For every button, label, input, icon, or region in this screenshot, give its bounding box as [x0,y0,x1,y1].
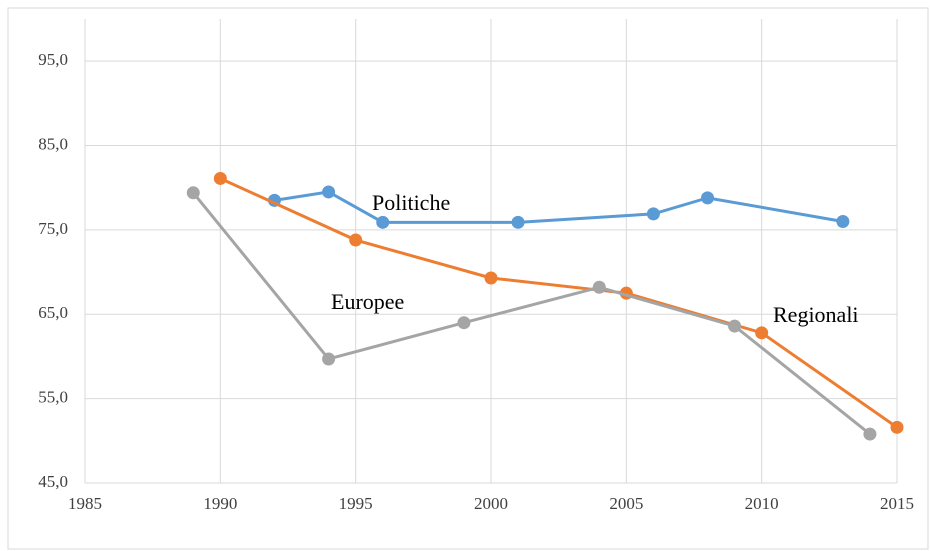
data-point [863,427,877,441]
data-point [755,326,769,340]
x-tick-label: 1990 [203,494,237,513]
data-point [484,271,498,285]
data-point [349,233,363,247]
series-label: Regionali [773,302,859,327]
series-line [192,191,871,436]
data-point [646,207,660,221]
chart-border [7,7,929,550]
y-tick-label: 75,0 [38,219,68,238]
x-tick-label: 2000 [474,494,508,513]
x-tick-label: 1995 [339,494,373,513]
y-tick-label: 65,0 [38,303,68,322]
data-point [457,316,471,330]
y-tick-label: 95,0 [38,50,68,69]
data-point [728,319,742,333]
data-point [511,215,525,229]
data-point [836,214,850,228]
x-tick-label: 2005 [609,494,643,513]
data-point [890,420,904,434]
x-tick-label: 2010 [745,494,779,513]
data-point [592,280,606,294]
x-tick-label: 1985 [68,494,102,513]
y-tick-label: 85,0 [38,134,68,153]
data-point [701,191,715,205]
x-tick-label: 2015 [880,494,914,513]
series-line [219,177,898,429]
data-point [322,352,336,366]
data-point [213,171,227,185]
series-label: Europee [331,289,404,314]
data-point [376,215,390,229]
data-point [186,186,200,200]
y-tick-label: 45,0 [38,472,68,491]
y-tick-label: 55,0 [38,388,68,407]
data-point [322,185,336,199]
series-label: Politiche [372,190,450,215]
